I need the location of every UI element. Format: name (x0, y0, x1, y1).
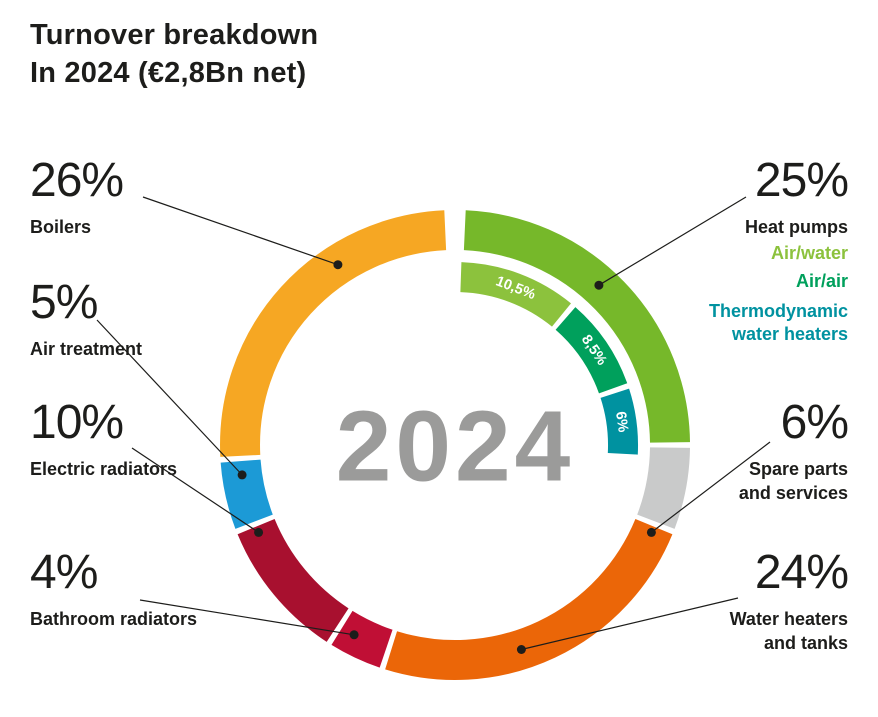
label-bathroom-radiators: 4% Bathroom radiators (30, 546, 198, 632)
segment-boilers (220, 210, 447, 457)
segment-bathroom-radiators (331, 610, 394, 668)
inner-label-thermodynamic-water-heaters: 6% (612, 410, 631, 433)
label-air-treatment: 5% Air treatment (30, 276, 143, 362)
inner-segment-air-water (460, 262, 571, 327)
boilers-name: Boilers (30, 217, 92, 238)
bathroom-radiators-name: Bathroom radiators (30, 609, 198, 630)
dot-spare-parts-and-services (646, 527, 656, 537)
segment-heat-pumps (463, 210, 690, 443)
chart-title-line1: Turnover breakdown (30, 19, 319, 51)
chart-title: Turnover breakdown In 2024 (€2,8Bn net) (30, 16, 318, 93)
dot-heat-pumps (594, 280, 604, 290)
boilers-percent: 26% (30, 154, 124, 207)
chart-title-line2: In 2024 (€2,8Bn net) (30, 57, 307, 90)
air-treatment-name: Air treatment (30, 339, 143, 360)
segment-spare-parts-and-services (637, 446, 690, 529)
inner-segment-air-air (555, 307, 628, 394)
inner-segment-thermodynamic-water-heaters (600, 388, 639, 455)
water-heaters-percent: 24% (754, 546, 849, 599)
leader-line-boilers (142, 196, 339, 266)
spare-parts-percent: 6% (780, 396, 849, 449)
leader-line-spare-parts-and-services (651, 441, 771, 533)
segment-air-treatment (220, 459, 273, 529)
segment-electric-radiators (237, 518, 349, 642)
center-year-label: 2024 (335, 390, 575, 503)
label-water-heaters: 24% Water heaters and tanks (729, 546, 849, 655)
leader-line-heat-pumps (598, 196, 747, 286)
label-spare-parts: 6% Spare parts and services (738, 396, 849, 505)
dot-water-heaters-and-tanks (516, 645, 526, 654)
dot-boilers (333, 260, 343, 270)
heat-pumps-name: Heat pumps (744, 217, 848, 238)
leader-line-electric-radiators (131, 447, 259, 533)
label-boilers: 26% Boilers (30, 154, 124, 240)
label-electric-radiators: 10% Electric radiators (30, 396, 178, 482)
dot-air-treatment (237, 470, 247, 480)
heat-pumps-sub-thermodynamic: Thermodynamic water heaters (708, 300, 848, 344)
heat-pumps-sub-air-water: Air/water (770, 242, 848, 263)
dot-bathroom-radiators (349, 630, 359, 640)
air-treatment-percent: 5% (30, 276, 98, 329)
electric-radiators-name: Electric radiators (30, 459, 178, 480)
spare-parts-name-line1: Spare parts (748, 459, 848, 480)
segment-water-heaters-and-tanks (385, 518, 673, 680)
water-heaters-name-line2: and tanks (763, 632, 848, 653)
bathroom-radiators-percent: 4% (30, 546, 98, 599)
spare-parts-name-line2: and services (738, 482, 848, 503)
electric-radiators-percent: 10% (30, 396, 124, 449)
label-heat-pumps: 25% Heat pumps Air/water Air/air Thermod… (690, 154, 849, 346)
water-heaters-name-line1: Water heaters (729, 609, 848, 630)
leader-line-water-heaters-and-tanks (521, 597, 739, 651)
leader-line-bathroom-radiators (139, 599, 355, 636)
leader-line-air-treatment (96, 319, 243, 476)
dot-electric-radiators (254, 527, 264, 537)
heat-pumps-percent: 25% (754, 154, 849, 207)
heat-pumps-sub-air-air: Air/air (795, 270, 848, 291)
